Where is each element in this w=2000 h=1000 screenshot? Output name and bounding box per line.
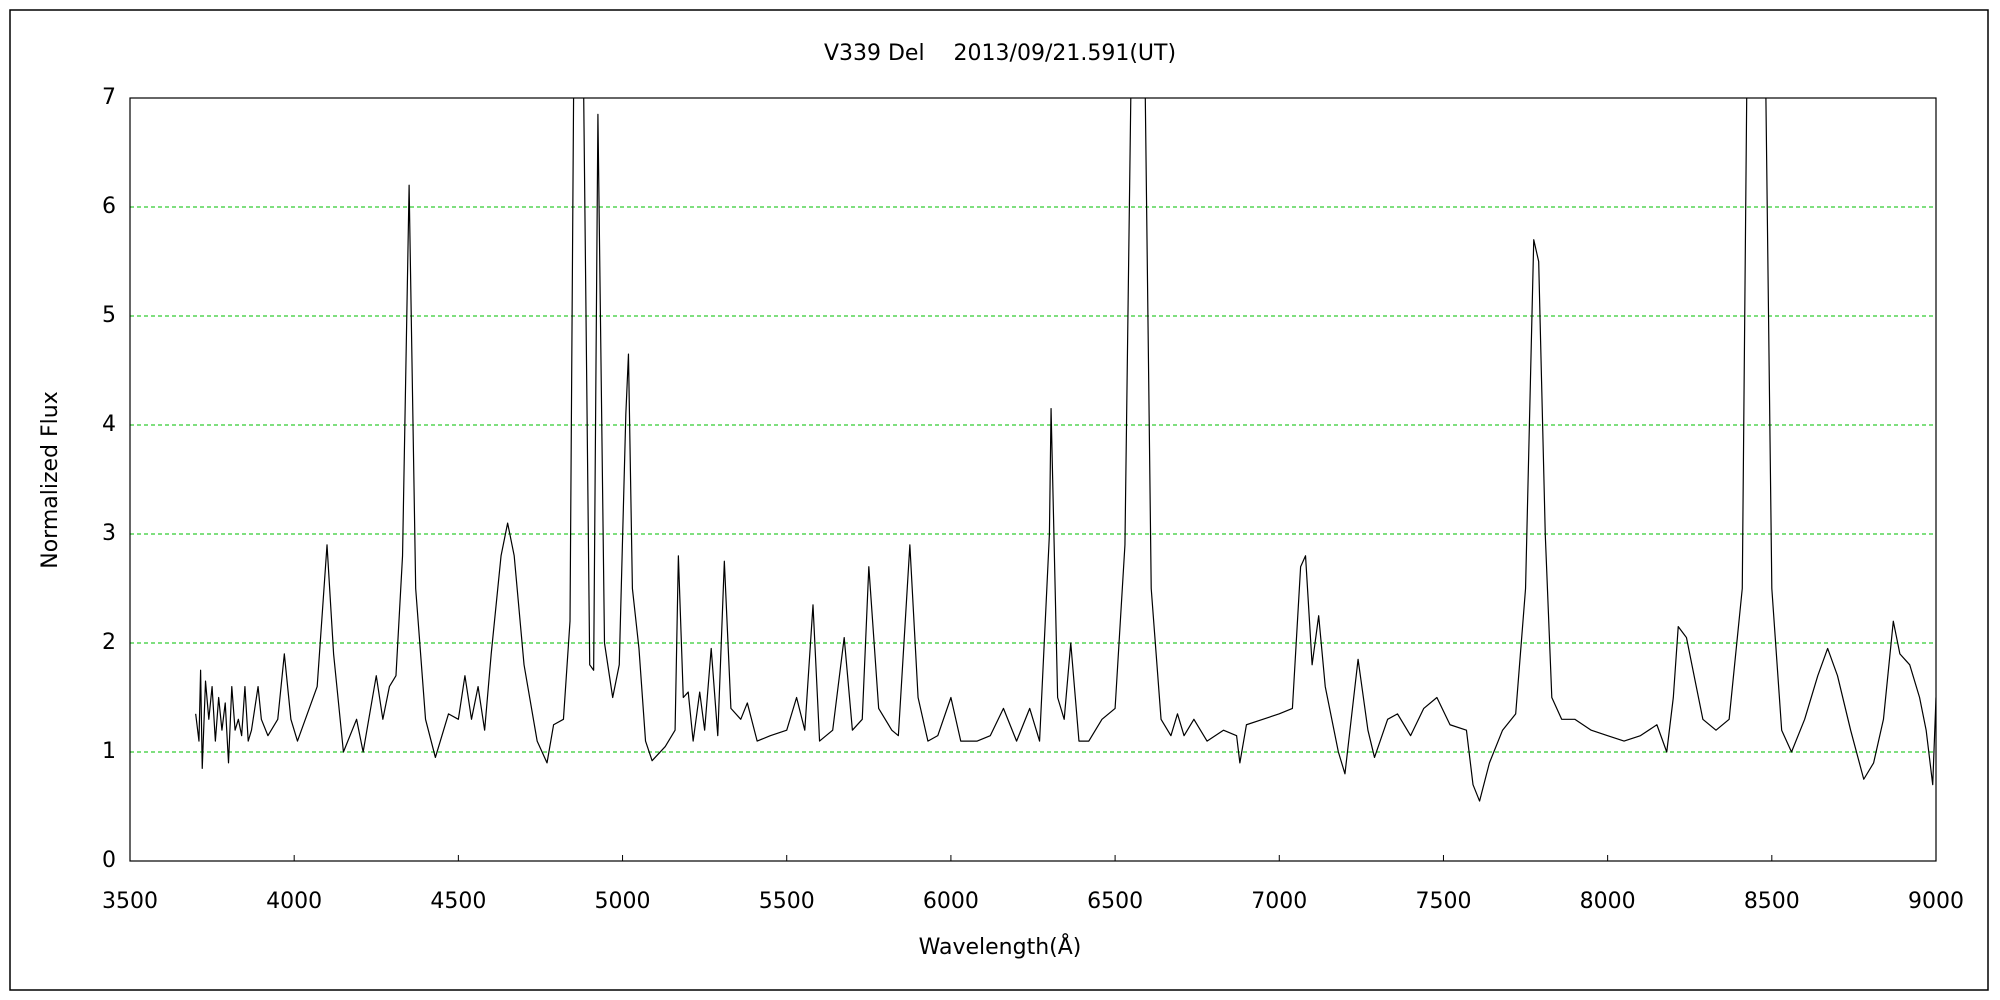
x-tick-label: 7500: [1415, 889, 1471, 914]
x-tick-label: 5000: [595, 889, 651, 914]
spectrum-line: [195, 98, 1936, 802]
chart-title: V339 Del 2013/09/21.591(UT): [824, 41, 1176, 66]
x-tick-label: 6000: [923, 889, 979, 914]
y-tick-label: 0: [102, 848, 116, 873]
y-tick-label: 3: [102, 521, 116, 546]
x-tick-label: 3500: [102, 889, 158, 914]
x-tick-label: 9000: [1908, 889, 1964, 914]
y-tick-label: 2: [102, 630, 116, 655]
outer-frame: [9, 9, 1989, 991]
plot-area: [195, 98, 1936, 802]
x-tick-label: 5500: [759, 889, 815, 914]
x-tick-label: 4000: [266, 889, 322, 914]
y-tick-label: 1: [102, 739, 116, 764]
plot-frame: [129, 97, 1937, 862]
y-tick-label: 7: [102, 85, 116, 110]
x-tick-label: 7000: [1251, 889, 1307, 914]
x-tick-label: 6500: [1087, 889, 1143, 914]
x-tick-label: 8000: [1580, 889, 1636, 914]
y-tick-label: 6: [102, 194, 116, 219]
y-axis-label: Normalized Flux: [38, 391, 63, 568]
y-tick-label: 5: [102, 303, 116, 328]
x-axis-label: Wavelength(Å): [919, 933, 1082, 960]
x-tick-label: 8500: [1744, 889, 1800, 914]
tick-labels: 0 1 2 3 4 5 6 7 3500 4000 4500 5000 5500 6000 6500 7000…: [102, 85, 1964, 914]
x-tick-label: 4500: [430, 889, 486, 914]
grid: [129, 206, 1937, 861]
y-tick-label: 4: [102, 412, 116, 437]
